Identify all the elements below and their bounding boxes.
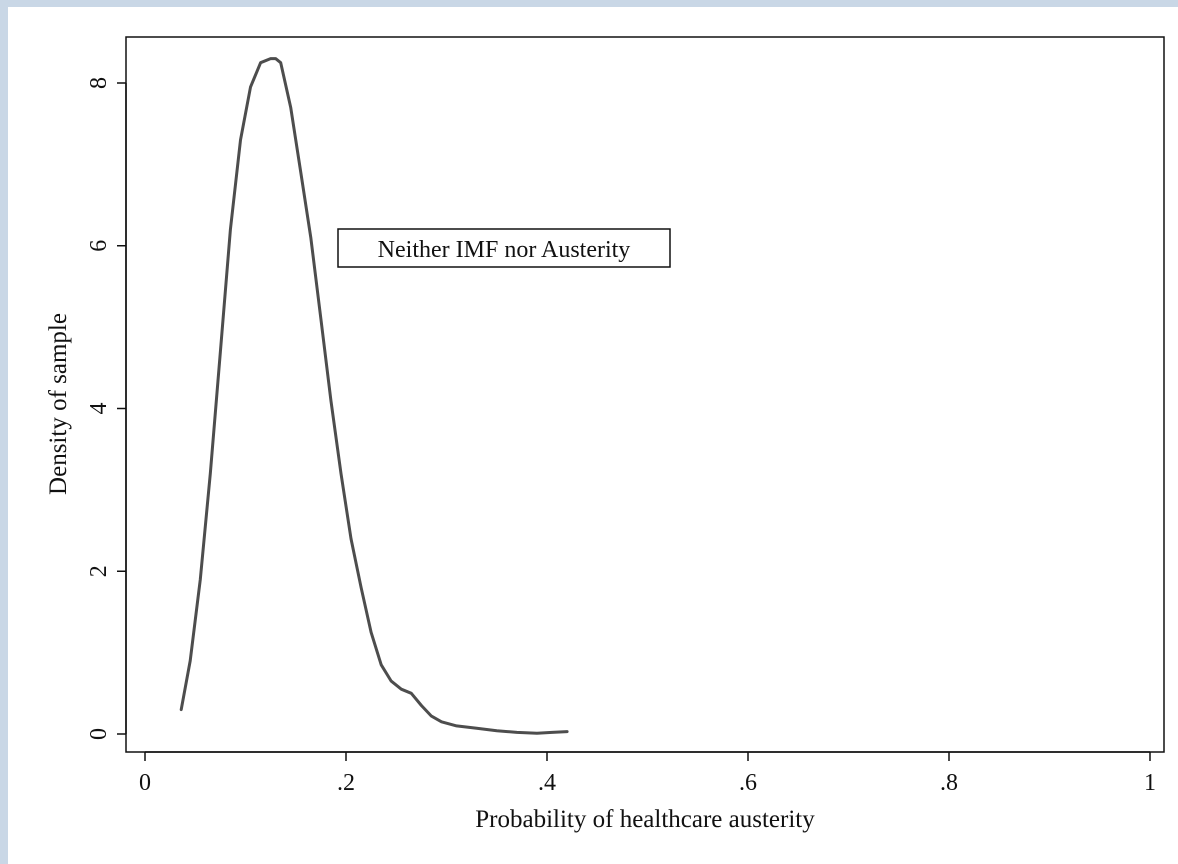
- y-axis-title: Density of sample: [45, 313, 72, 495]
- x-tick-label: .8: [940, 770, 958, 796]
- annotation-label: Neither IMF nor Austerity: [378, 237, 631, 263]
- plot-region: [125, 36, 1165, 753]
- y-tick-label: 4: [86, 403, 112, 415]
- x-tick-label: .6: [739, 770, 757, 796]
- x-axis: 0 .2 .4 .6 .8 1: [139, 751, 1156, 796]
- y-axis: 0 2 4 6 8: [86, 77, 127, 740]
- x-axis-title: Probability of healthcare austerity: [475, 806, 815, 833]
- x-tick-label: .4: [538, 770, 556, 796]
- y-tick-label: 6: [86, 240, 112, 252]
- annotation-box: Neither IMF nor Austerity: [337, 228, 671, 268]
- density-chart: 0 2 4 6 8 0 .2 .4 .6 .8 1 Neither IMF nor Austeri…: [45, 36, 1165, 833]
- y-tick-label: 2: [86, 565, 112, 577]
- x-tick-label: 0: [139, 770, 151, 796]
- y-tick-label: 8: [86, 77, 112, 89]
- x-tick-label: 1: [1144, 770, 1156, 796]
- x-tick-label: .2: [337, 770, 355, 796]
- chart-frame: 0 2 4 6 8 0 .2 .4 .6 .8 1 Neither IMF nor Austeri…: [8, 7, 1178, 864]
- annotation-frame: [337, 228, 671, 268]
- density-line: [179, 57, 569, 735]
- y-tick-label: 0: [86, 728, 112, 740]
